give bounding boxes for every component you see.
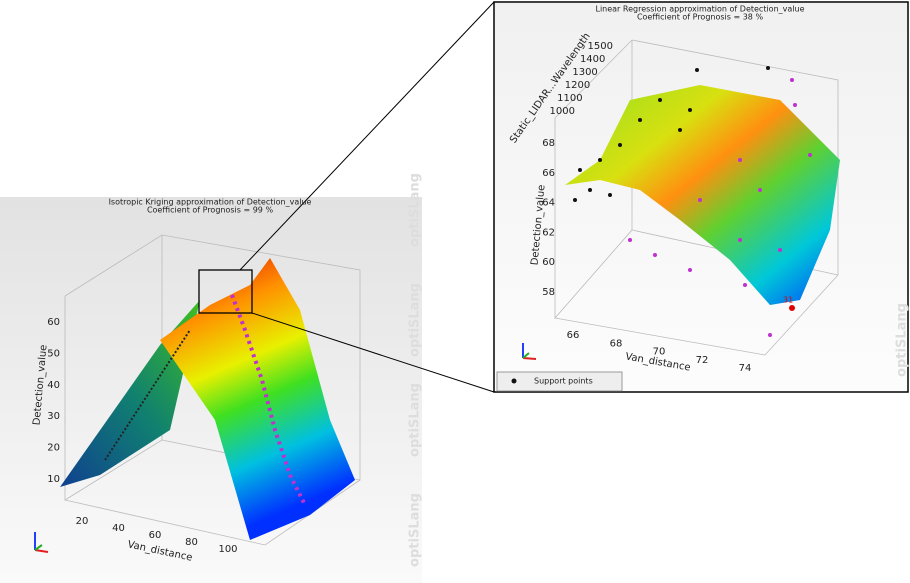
x-tick-label: 100 xyxy=(218,544,237,555)
watermark: optiSLang xyxy=(408,493,423,567)
axis-triad xyxy=(522,343,537,360)
z-tick-label: 58 xyxy=(542,287,555,298)
highlight-point xyxy=(789,305,795,311)
z-tick-label: 40 xyxy=(47,380,60,391)
x-tick-label: 74 xyxy=(739,363,752,374)
watermark: optiSLang xyxy=(895,303,910,377)
z-tick-label: 68 xyxy=(542,138,555,149)
watermark: optiSLang xyxy=(408,383,423,457)
y-tick-label: 1000 xyxy=(550,106,575,117)
x-tick-label: 60 xyxy=(149,530,162,541)
chart-title: Isotropic Kriging approximation of Detec… xyxy=(109,198,312,207)
chart-subtitle: Coefficient of Prognosis = 38 % xyxy=(637,13,763,22)
z-tick-label: 60 xyxy=(542,257,555,268)
zoom-line xyxy=(251,312,495,393)
watermark: optiSLang xyxy=(408,173,423,247)
z-tick-label: 66 xyxy=(542,168,555,179)
z-tick-label: 30 xyxy=(47,411,60,422)
y-tick-label: 1300 xyxy=(572,67,597,78)
x-tick-label: 66 xyxy=(567,330,580,341)
surface xyxy=(160,258,355,540)
y-tick-label: 1100 xyxy=(557,93,582,104)
axis-triad xyxy=(34,532,49,553)
legend xyxy=(496,371,623,392)
zoom-line xyxy=(239,1,495,271)
surface xyxy=(565,85,840,305)
z-tick-label: 20 xyxy=(47,443,60,454)
legend-marker xyxy=(511,378,517,384)
x-tick-label: 72 xyxy=(696,355,709,366)
zoom-box xyxy=(198,269,253,314)
x-tick-label: 68 xyxy=(610,338,623,349)
chart-subtitle: Coefficient of Prognosis = 99 % xyxy=(147,206,273,215)
x-tick-label: 70 xyxy=(653,347,666,358)
z-tick-label: 60 xyxy=(47,317,60,328)
z-tick-label: 62 xyxy=(542,227,555,238)
y-tick-label: 1400 xyxy=(580,54,605,65)
point-label: 31 xyxy=(783,296,793,305)
legend-label: Support points xyxy=(534,377,593,386)
watermark: optiSLang xyxy=(408,283,423,357)
support-points xyxy=(104,329,191,461)
support-points xyxy=(573,66,770,202)
z-tick-label: 64 xyxy=(542,198,555,209)
y-tick-label: 1200 xyxy=(565,80,590,91)
x-tick-label: 40 xyxy=(112,523,125,534)
x-tick-label: 20 xyxy=(76,516,89,527)
validation-points xyxy=(628,78,812,337)
chart-title: Linear Regression approximation of Detec… xyxy=(595,5,804,14)
y-tick-label: 1500 xyxy=(588,41,613,52)
x-tick-label: 80 xyxy=(185,537,198,548)
z-tick-label: 50 xyxy=(47,348,60,359)
z-tick-label: 10 xyxy=(47,474,60,485)
